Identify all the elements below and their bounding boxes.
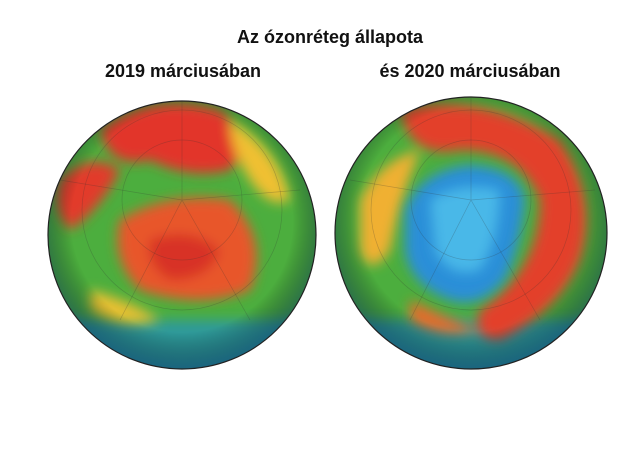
globe-2020	[335, 97, 607, 369]
title: Az ózonréteg állapota	[236, 27, 424, 47]
panel-label: és 2020 márciusában	[379, 61, 561, 81]
panel-label: 2019 márciusában	[104, 61, 262, 81]
globe-2019	[48, 101, 316, 369]
